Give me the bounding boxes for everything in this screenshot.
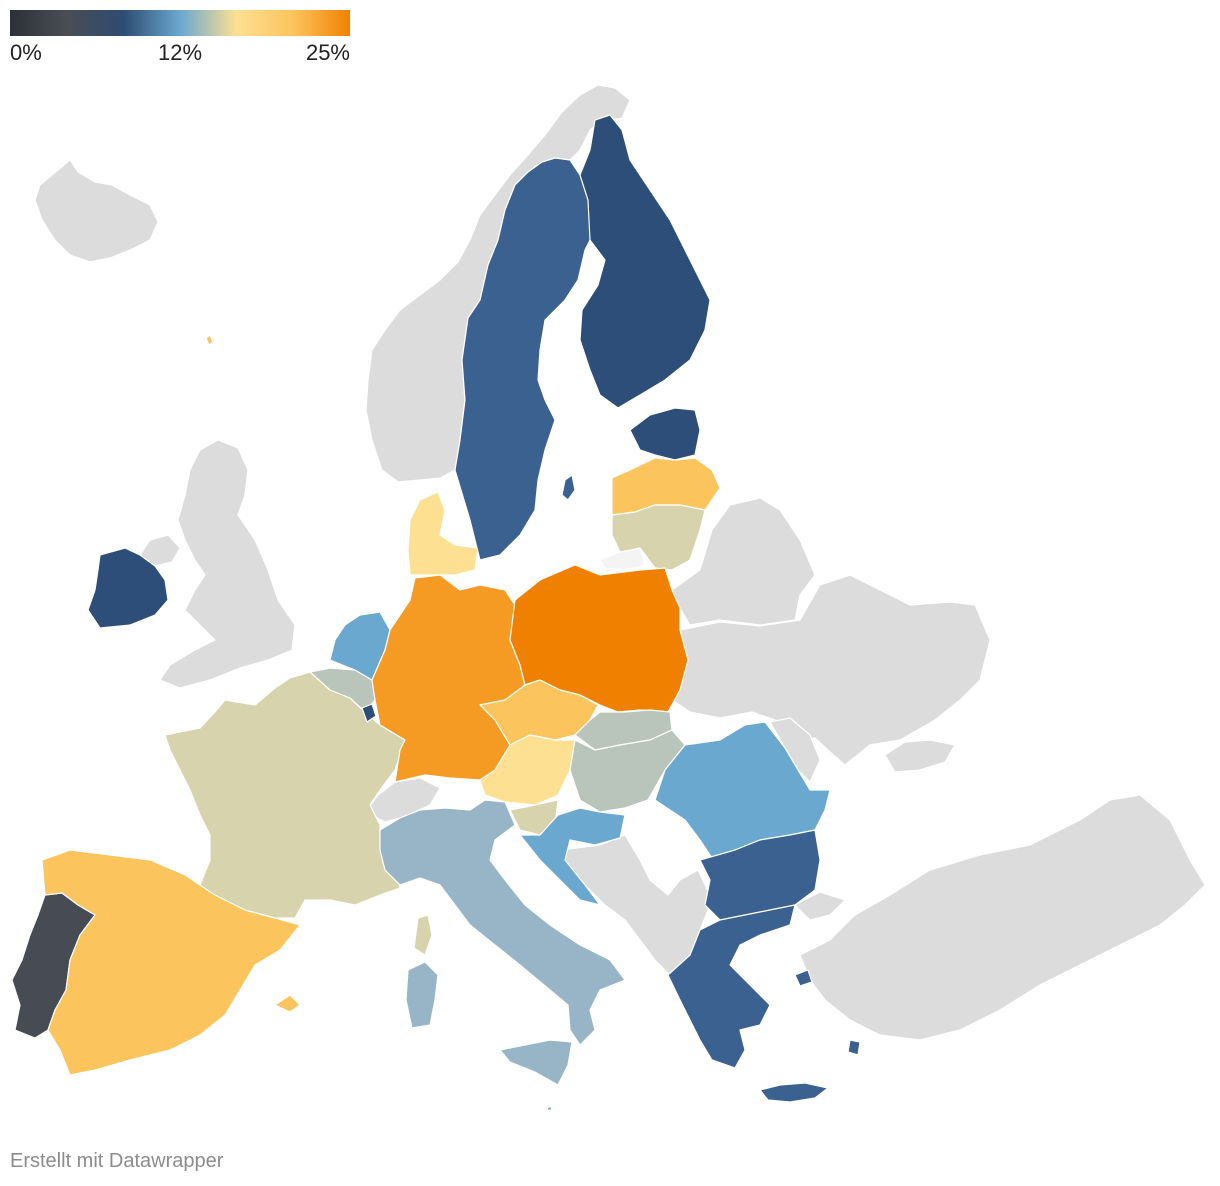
country-lithuania (611, 504, 706, 571)
country-italy-sardinia (405, 961, 439, 1029)
svalbard-dot (205, 334, 214, 346)
uk-shape (159, 439, 296, 689)
country-sweden (454, 157, 596, 561)
switzerland-shape (364, 777, 441, 823)
country-denmark (407, 491, 479, 576)
legend-ticks: 0% 12% 25% (10, 40, 350, 68)
country-greece-rhodes (847, 1039, 861, 1056)
legend-gradient-bar (10, 10, 350, 36)
crimea-shape (884, 739, 956, 773)
country-italy (379, 799, 626, 1046)
country-croatia (519, 807, 626, 906)
country-spain-balearic (274, 994, 301, 1013)
country-france-corsica (413, 914, 433, 956)
country-greece (667, 904, 796, 1069)
country-ireland (87, 547, 169, 629)
country-netherlands (329, 611, 391, 681)
country-malta (546, 1105, 553, 1112)
credit-text: Erstellt mit Datawrapper (10, 1150, 224, 1172)
legend-tick-mid: 12% (157, 40, 203, 65)
turkey-shape (799, 794, 1206, 1041)
country-italy-sicily (499, 1039, 573, 1086)
country-bulgaria (699, 829, 821, 921)
country-sweden-gotland (561, 474, 576, 501)
country-romania (654, 721, 831, 859)
country-luxembourg (361, 703, 377, 723)
legend-tick-min: 0% (10, 40, 42, 65)
turkey-thrace-shape (794, 891, 846, 921)
data-countries (11, 114, 861, 1112)
belarus-shape (671, 497, 816, 626)
country-finland (579, 114, 711, 409)
iceland-shape (34, 159, 159, 263)
ukraine-shape (671, 574, 991, 766)
country-greece-lesbos (794, 969, 813, 987)
legend-tick-max: 25% (305, 40, 350, 65)
color-scale-legend: 0% 12% 25% (10, 10, 350, 68)
country-estonia (629, 407, 701, 461)
country-greece-crete (759, 1082, 829, 1103)
no-data-countries (34, 84, 1206, 1041)
